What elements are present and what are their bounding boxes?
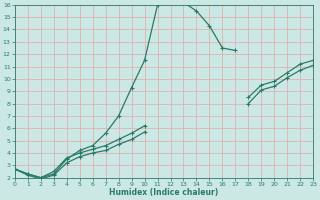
X-axis label: Humidex (Indice chaleur): Humidex (Indice chaleur): [109, 188, 219, 197]
